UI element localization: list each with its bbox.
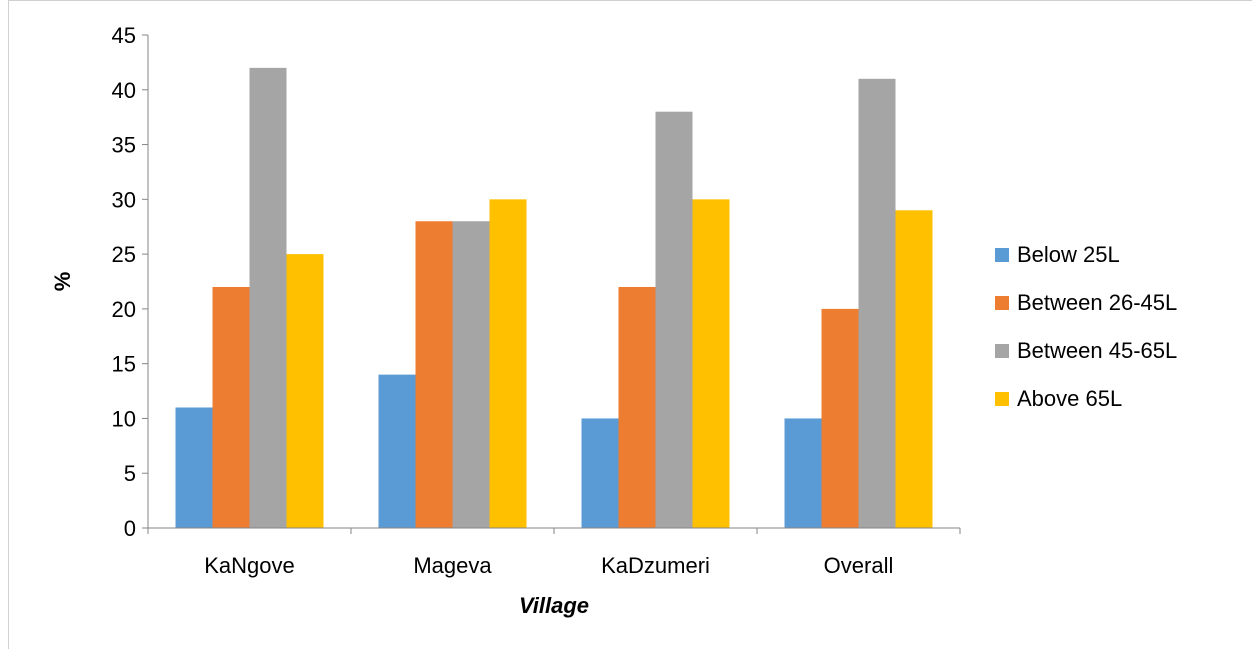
- y-tick-label: 20: [112, 297, 136, 322]
- bar: [175, 407, 213, 528]
- y-tick-label: 40: [112, 78, 136, 103]
- x-axis-title: Village: [519, 593, 589, 618]
- y-tick-label: 15: [112, 352, 136, 377]
- legend-label: Below 25L: [1017, 242, 1120, 267]
- y-tick-label: 5: [124, 461, 136, 486]
- x-category-label: KaNgove: [204, 553, 295, 578]
- legend: Below 25L Between 26-45L Between 45-65L Abo…: [995, 242, 1177, 411]
- bar: [784, 418, 822, 528]
- y-tick-label: 25: [112, 242, 136, 267]
- legend-swatch: [995, 248, 1009, 262]
- bar: [692, 199, 730, 529]
- bar: [655, 111, 693, 528]
- chart-frame: [8, 0, 1252, 649]
- y-tick-label: 10: [112, 406, 136, 431]
- x-category-label: KaDzumeri: [601, 553, 710, 578]
- x-category-label: Overall: [824, 553, 894, 578]
- y-tick-label: 35: [112, 133, 136, 158]
- legend-swatch: [995, 344, 1009, 358]
- bar: [895, 210, 933, 529]
- bar: [452, 221, 490, 528]
- y-tick-label: 30: [112, 187, 136, 212]
- bar: [249, 67, 287, 528]
- bar: [286, 254, 324, 528]
- y-axis-title: %: [50, 272, 75, 292]
- bar: [415, 221, 453, 528]
- bar: [378, 374, 416, 528]
- legend-label: Between 26-45L: [1017, 290, 1177, 315]
- bar: [489, 199, 527, 529]
- legend-label: Between 45-65L: [1017, 338, 1177, 363]
- bar: [618, 286, 656, 528]
- bar: [581, 418, 619, 528]
- bar: [821, 308, 859, 528]
- bar: [858, 78, 896, 529]
- bar: [212, 286, 250, 528]
- x-axis: KaNgove Mageva KaDzumeri Overall: [147, 527, 961, 578]
- legend-swatch: [995, 296, 1009, 310]
- legend-swatch: [995, 392, 1009, 406]
- y-axis: 0 5 10 15 20 25 30 35 40 45: [112, 23, 149, 541]
- x-category-label: Mageva: [413, 553, 492, 578]
- legend-label: Above 65L: [1017, 386, 1122, 411]
- y-tick-label: 45: [112, 23, 136, 48]
- bars: [175, 67, 933, 529]
- y-tick-label: 0: [124, 516, 136, 541]
